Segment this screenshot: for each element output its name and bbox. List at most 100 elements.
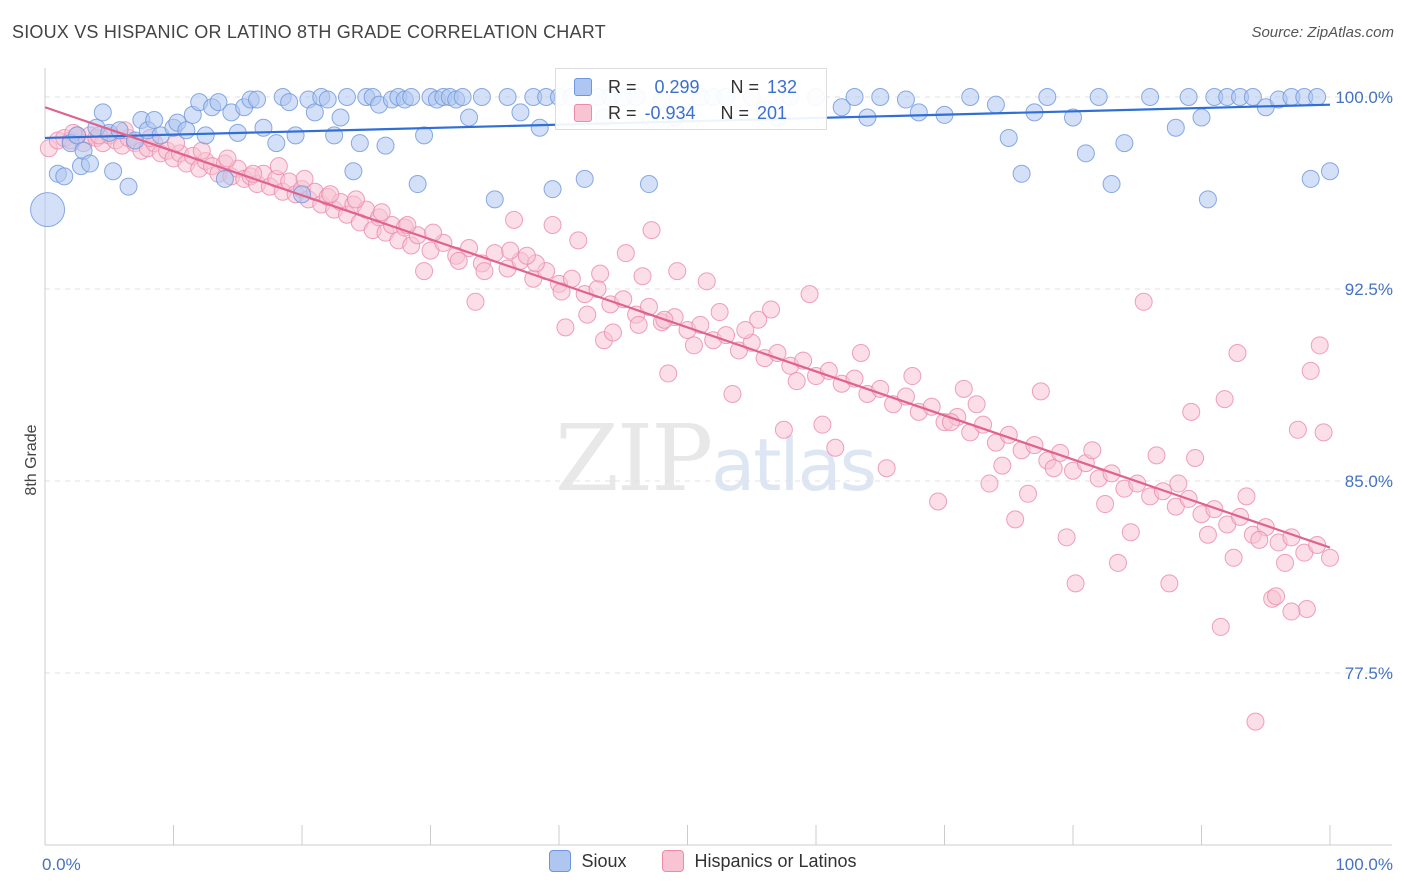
sioux-point xyxy=(1102,175,1121,194)
legend-swatch-hispanics xyxy=(662,850,685,872)
x-tick-label: 0.0% xyxy=(42,855,81,874)
hispanics-point xyxy=(774,420,793,439)
hispanics-point xyxy=(954,379,973,398)
hispanics-point xyxy=(591,264,610,283)
hispanics-point xyxy=(1108,553,1127,572)
watermark-zip: ZIP xyxy=(555,405,713,512)
sioux-point xyxy=(68,126,87,145)
chart-title: SIOUX VS HISPANIC OR LATINO 8TH GRADE CO… xyxy=(12,22,606,42)
hispanics-point xyxy=(851,344,870,362)
sioux-point xyxy=(80,154,99,173)
sioux-point xyxy=(498,88,517,106)
hispanics-point xyxy=(1211,617,1230,636)
hispanics-point xyxy=(1186,448,1205,467)
stats-row-sioux: R = 0.299 N = 132 xyxy=(574,75,797,99)
sioux-point xyxy=(1198,190,1217,209)
sioux-point xyxy=(999,128,1018,147)
hispanics-point xyxy=(616,244,635,263)
sioux-point xyxy=(1012,164,1031,183)
sioux-point xyxy=(93,103,112,122)
sioux-point xyxy=(1141,88,1160,106)
hispanics-point xyxy=(929,492,948,511)
sioux-point xyxy=(209,93,228,112)
sioux-point xyxy=(1064,108,1082,127)
hispanics-point xyxy=(552,282,571,301)
stats-row-hispanics: R = -0.934 N = 201 xyxy=(574,101,787,125)
hispanics-point xyxy=(501,241,520,260)
hispanics-point xyxy=(1169,474,1188,493)
hispanics-point xyxy=(415,262,434,281)
hispanics-point xyxy=(697,272,716,291)
hispanics-point xyxy=(1215,390,1234,409)
sioux-point xyxy=(871,88,890,106)
sioux-point xyxy=(460,108,479,127)
sioux-point xyxy=(30,192,66,228)
stats-swatch-hispanics xyxy=(574,104,592,122)
hispanics-point xyxy=(578,305,597,324)
sioux-point xyxy=(254,118,273,137)
legend: Sioux Hispanics or Latinos xyxy=(0,850,1406,872)
legend-item-sioux[interactable]: Sioux xyxy=(549,850,626,872)
hispanics-point xyxy=(1282,602,1301,621)
sioux-point xyxy=(1076,144,1095,163)
hispanics-point xyxy=(980,474,999,493)
sioux-point xyxy=(267,134,286,153)
hispanics-point xyxy=(466,292,485,311)
hispanics-point xyxy=(1301,361,1320,380)
hispanics-point xyxy=(543,216,562,234)
sioux-point xyxy=(575,169,594,188)
sioux-point xyxy=(119,177,138,196)
stats-r-label: R = xyxy=(608,76,637,97)
hispanics-point xyxy=(556,318,575,337)
sioux-point xyxy=(1308,88,1327,106)
hispanics-point xyxy=(1310,336,1329,355)
hispanics-point xyxy=(668,262,687,281)
hispanics-point xyxy=(633,267,652,286)
sioux-point xyxy=(1179,88,1198,106)
tick-labels: 100.0% 92.5% 85.0% 77.5% 0.0% 100.0% xyxy=(42,88,1393,874)
sioux-point xyxy=(485,190,504,209)
sioux-point xyxy=(305,103,324,122)
hispanics-point xyxy=(1250,530,1269,549)
hispanics-point xyxy=(813,415,832,434)
legend-label-sioux: Sioux xyxy=(581,850,627,871)
hispanics-point xyxy=(1096,495,1115,514)
sioux-point xyxy=(215,169,234,188)
hispanics-point xyxy=(218,149,237,168)
hispanics-point xyxy=(941,413,960,432)
sioux-point xyxy=(415,126,434,145)
y-tick-label: 85.0% xyxy=(1345,472,1393,491)
legend-label-hispanics: Hispanics or Latinos xyxy=(694,850,857,871)
hispanics-point xyxy=(736,320,755,339)
sioux-point xyxy=(961,88,980,106)
sioux-point xyxy=(286,126,305,145)
sioux-point xyxy=(832,98,851,117)
y-axis-label: 8th Grade xyxy=(23,424,40,495)
hispanics-point xyxy=(192,141,211,160)
hispanics-point xyxy=(475,262,494,281)
series-hispanics xyxy=(39,121,1339,731)
sioux-point xyxy=(472,88,491,106)
hispanics-point xyxy=(826,438,845,457)
hispanics-point xyxy=(1237,487,1256,506)
hispanics-point xyxy=(749,310,768,329)
legend-item-hispanics[interactable]: Hispanics or Latinos xyxy=(662,850,857,872)
sioux-point xyxy=(376,136,395,155)
hispanics-point xyxy=(1134,292,1153,311)
sioux-point xyxy=(639,175,658,194)
sioux-point xyxy=(909,103,928,122)
hispanics-point xyxy=(1288,420,1307,439)
hispanics-point xyxy=(1224,548,1243,567)
stats-n-value: 132 xyxy=(767,76,798,97)
sioux-point xyxy=(511,103,530,122)
stats-r-value: 0.299 xyxy=(654,76,700,97)
sioux-point xyxy=(196,126,215,145)
sioux-point xyxy=(1115,134,1134,153)
stats-swatch-sioux xyxy=(574,78,592,96)
sioux-point xyxy=(543,180,562,199)
hispanics-point xyxy=(1083,441,1102,460)
hispanics-point xyxy=(1314,423,1333,442)
stats-n-value: 201 xyxy=(757,102,788,123)
hispanics-point xyxy=(642,221,661,240)
